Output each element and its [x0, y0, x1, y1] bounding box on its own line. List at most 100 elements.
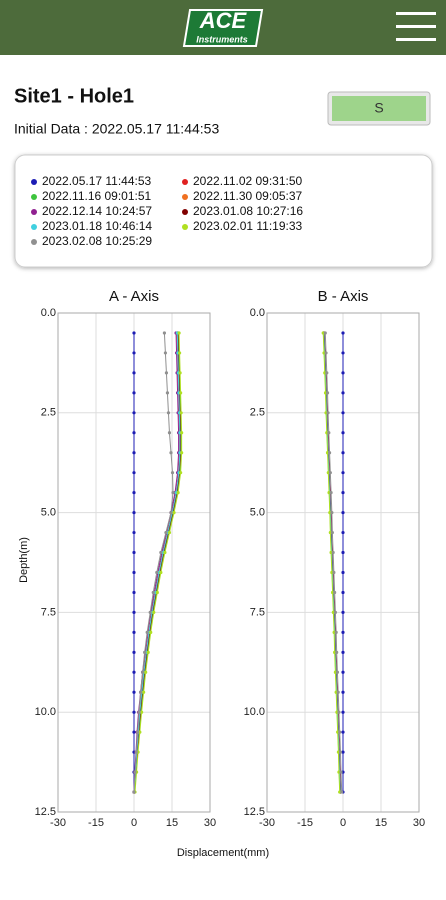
data-point	[163, 550, 167, 555]
data-point	[132, 351, 136, 355]
data-point	[132, 690, 136, 694]
series-line	[134, 332, 183, 793]
data-point	[325, 371, 329, 375]
data-point	[341, 331, 345, 335]
logo[interactable]: ACE Instruments	[182, 8, 264, 47]
data-point	[138, 730, 142, 734]
data-point	[178, 371, 182, 375]
plot-frame	[266, 312, 420, 813]
data-point	[341, 550, 345, 555]
data-point	[341, 750, 345, 754]
data-point	[135, 730, 140, 734]
data-point	[132, 530, 136, 535]
data-point	[159, 570, 163, 575]
data-point	[179, 411, 183, 415]
s-button[interactable]: S	[327, 91, 431, 126]
y-tick-label: 5.0	[250, 507, 265, 519]
data-point	[335, 670, 340, 674]
data-point	[167, 431, 172, 435]
data-point	[338, 750, 343, 754]
x-tick-label: 15	[166, 817, 178, 829]
plot-frame	[57, 312, 211, 813]
y-tick-label: 0.0	[250, 307, 265, 319]
data-point	[180, 451, 184, 455]
data-point	[132, 371, 136, 375]
y-tick-label: 2.5	[41, 407, 56, 419]
data-point	[166, 411, 171, 415]
data-point	[140, 710, 144, 714]
series-line	[133, 332, 180, 793]
data-point	[132, 610, 136, 615]
x-tick-label: -30	[259, 817, 275, 829]
menu-button[interactable]	[396, 12, 436, 41]
data-point	[333, 610, 337, 615]
data-point	[132, 590, 136, 595]
data-point	[132, 391, 136, 395]
legend-label: 2022.11.16 09:01:51	[42, 189, 152, 203]
y-tick-label: 0.0	[41, 307, 56, 319]
data-point	[341, 431, 345, 435]
y-axis-label: Depth(m)	[18, 537, 30, 583]
data-point	[169, 451, 173, 455]
y-tick-label: 5.0	[41, 507, 56, 519]
x-tick-label: -30	[50, 817, 66, 829]
x-tick-label: 30	[204, 817, 216, 829]
logo-subtext: Instruments	[196, 34, 248, 44]
data-point	[165, 391, 170, 395]
data-point	[155, 570, 159, 575]
data-point	[132, 471, 136, 475]
legend-swatch	[182, 209, 188, 215]
data-point	[341, 510, 345, 515]
data-point	[132, 630, 136, 634]
legend-label: 2023.02.01 11:19:33	[193, 219, 303, 233]
data-point	[339, 770, 343, 774]
legend-swatch	[31, 179, 37, 185]
data-point	[340, 790, 344, 794]
data-point	[177, 331, 181, 335]
data-point	[341, 570, 345, 575]
data-point	[179, 471, 183, 475]
data-point	[327, 431, 331, 435]
series-line	[322, 332, 341, 793]
data-point	[133, 770, 137, 774]
data-point	[337, 710, 341, 714]
data-point	[333, 590, 337, 595]
data-point	[134, 750, 138, 754]
data-point	[171, 491, 175, 495]
data-point	[341, 530, 345, 535]
legend-swatch	[31, 239, 37, 245]
legend-swatch	[182, 224, 188, 230]
data-point	[325, 391, 330, 395]
series-line	[324, 332, 343, 793]
data-point	[132, 550, 136, 555]
chart-title: A - Axis	[109, 288, 159, 305]
data-point	[341, 391, 345, 395]
chart-title: B - Axis	[318, 288, 369, 305]
data-point	[331, 550, 335, 555]
data-point	[341, 610, 345, 615]
data-point	[341, 471, 345, 475]
data-point	[329, 491, 333, 495]
y-tick-label: 10.0	[35, 706, 56, 718]
data-point	[341, 730, 345, 734]
legend-label: 2023.01.08 10:27:16	[193, 204, 303, 218]
data-point	[172, 510, 176, 515]
data-point	[143, 650, 147, 654]
series-line	[133, 332, 181, 793]
legend-swatch	[182, 194, 188, 200]
data-point	[146, 650, 150, 654]
data-point	[178, 351, 182, 355]
legend-swatch	[31, 194, 37, 200]
data-point	[341, 411, 345, 415]
data-point	[149, 630, 153, 634]
series-line	[134, 332, 181, 793]
legend-label: 2022.11.02 09:31:50	[193, 174, 303, 188]
data-point	[341, 491, 345, 495]
data-point	[164, 371, 169, 375]
legend-swatch	[31, 224, 37, 230]
data-point	[170, 471, 175, 475]
x-tick-label: 0	[131, 817, 137, 829]
data-point	[163, 351, 168, 355]
